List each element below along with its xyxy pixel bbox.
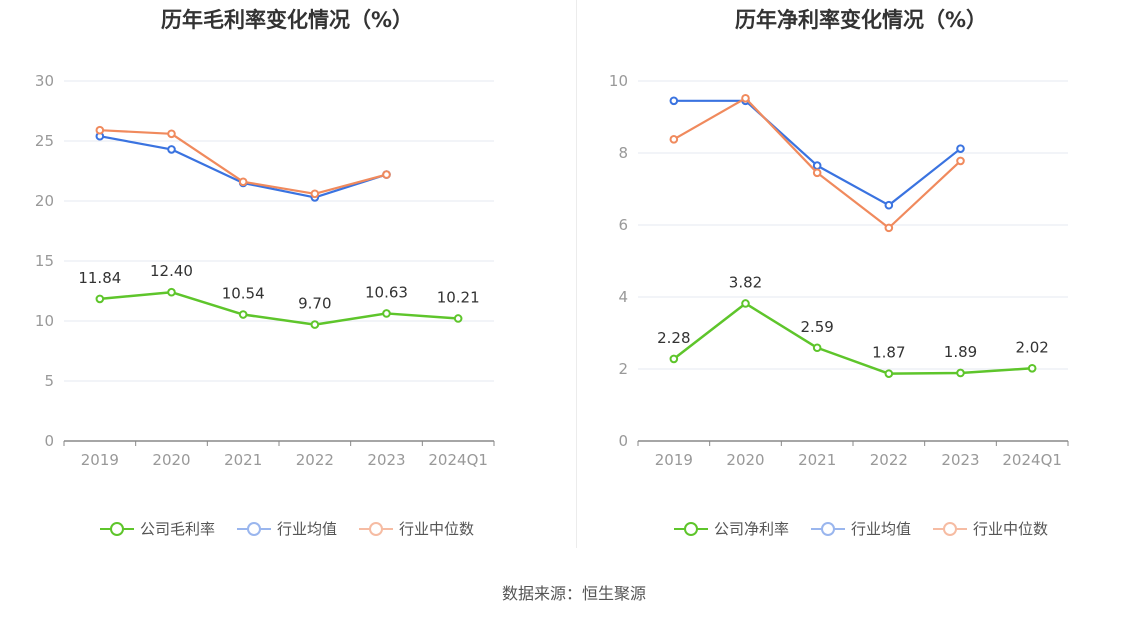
legend-item-industry-median[interactable]: 行业中位数 — [933, 518, 1048, 539]
data-point[interactable] — [956, 368, 965, 378]
y-tick-label: 0 — [44, 432, 54, 450]
y-tick-label: 2 — [618, 360, 628, 378]
data-point[interactable] — [382, 170, 391, 179]
data-label: 2.02 — [1015, 338, 1048, 356]
net-margin-chart-title: 历年净利率变化情况（%） — [734, 8, 988, 32]
data-point[interactable] — [95, 294, 105, 304]
x-tick-label: 2023 — [941, 451, 979, 469]
net-margin-legend: 公司净利率 行业均值 行业中位数 — [574, 518, 1148, 539]
legend-swatch-icon — [359, 521, 393, 537]
data-point[interactable] — [1027, 363, 1037, 373]
y-tick-label: 6 — [618, 216, 628, 234]
legend-swatch-icon — [236, 521, 271, 537]
data-point[interactable] — [741, 299, 750, 308]
x-tick-label: 2023 — [367, 451, 405, 469]
data-label: 10.54 — [222, 285, 265, 303]
legend-label: 行业中位数 — [973, 520, 1049, 538]
y-tick-label: 5 — [44, 372, 54, 390]
x-tick-label: 2021 — [224, 451, 262, 469]
data-point[interactable] — [167, 129, 176, 139]
y-tick-label: 0 — [618, 432, 628, 450]
data-label: 2.59 — [800, 318, 833, 336]
data-point[interactable] — [884, 223, 894, 233]
legend-swatch-icon — [933, 521, 967, 537]
gross-margin-chart-title: 历年毛利率变化情况（%） — [160, 8, 414, 32]
data-label: 12.40 — [150, 262, 193, 280]
data-label: 2.28 — [657, 329, 690, 347]
x-tick-label: 2024Q1 — [1002, 451, 1062, 469]
legend-swatch-icon — [673, 521, 708, 537]
legend-item-industry-average[interactable]: 行业均值 — [810, 518, 911, 539]
legend-label: 公司毛利率 — [139, 520, 215, 538]
data-point[interactable] — [812, 161, 822, 170]
data-point[interactable] — [382, 309, 391, 318]
data-point[interactable] — [95, 125, 105, 135]
net-margin-panel: 历年净利率变化情况（%） 0 2 4 6 8 10 2019 2020 2021 2022 2023… — [574, 0, 1148, 560]
legend-label: 行业均值 — [276, 520, 337, 538]
legend-item-company-net-margin[interactable]: 公司净利率 — [673, 518, 789, 539]
data-point[interactable] — [167, 145, 176, 154]
legend-item-industry-median[interactable]: 行业中位数 — [359, 518, 474, 539]
data-point[interactable] — [669, 96, 679, 106]
data-point[interactable] — [310, 189, 320, 199]
x-tick-label: 2020 — [726, 451, 764, 469]
data-point[interactable] — [669, 354, 679, 364]
data-label: 10.21 — [437, 288, 480, 306]
x-tick-label: 2022 — [296, 451, 334, 469]
y-tick-label: 15 — [35, 252, 54, 270]
series-line — [673, 302, 1033, 375]
gross-margin-legend: 公司毛利率 行业均值 行业中位数 — [0, 518, 574, 539]
panel-divider — [576, 0, 577, 548]
data-label: 10.63 — [365, 283, 408, 301]
legend-label: 公司净利率 — [713, 520, 789, 538]
y-tick-label: 8 — [618, 144, 628, 162]
legend-swatch-icon — [810, 521, 845, 537]
data-point[interactable] — [669, 135, 679, 144]
series-line — [99, 290, 459, 326]
gross-margin-panel: 历年毛利率变化情况（%） 0 5 10 15 20 25 30 2019 2020 2021 202… — [0, 0, 574, 560]
series-line — [99, 135, 387, 199]
x-tick-label: 2022 — [870, 451, 908, 469]
net-margin-chart: 0 2 4 6 8 10 2019 2020 2021 2022 2023 2024Q1 2.28 3.8… — [609, 72, 1069, 469]
legend-label: 行业均值 — [850, 520, 911, 538]
data-label: 1.87 — [872, 344, 905, 362]
data-point[interactable] — [167, 287, 176, 297]
data-point[interactable] — [812, 168, 822, 178]
x-tick-label: 2021 — [798, 451, 836, 469]
y-tick-label: 10 — [35, 312, 54, 330]
data-point[interactable] — [884, 200, 894, 210]
legend-swatch-icon — [99, 521, 134, 537]
data-point[interactable] — [884, 369, 894, 378]
data-point[interactable] — [310, 320, 320, 329]
x-tick-label: 2024Q1 — [428, 451, 488, 469]
data-point[interactable] — [238, 310, 248, 319]
legend-item-company-gross-margin[interactable]: 公司毛利率 — [99, 518, 215, 539]
y-tick-label: 30 — [35, 72, 54, 90]
gross-margin-chart: 0 5 10 15 20 25 30 2019 2020 2021 2022 2023 2024Q1 11… — [35, 72, 495, 469]
y-tick-label: 4 — [618, 288, 628, 306]
x-tick-label: 2019 — [81, 451, 119, 469]
y-tick-label: 25 — [35, 132, 54, 150]
data-point[interactable] — [956, 144, 965, 153]
data-point[interactable] — [238, 177, 248, 187]
data-label: 9.70 — [298, 295, 331, 313]
y-tick-label: 20 — [35, 192, 54, 210]
data-point[interactable] — [956, 156, 965, 166]
y-tick-label: 10 — [609, 72, 628, 90]
x-tick-label: 2020 — [152, 451, 190, 469]
data-label: 3.82 — [729, 273, 762, 291]
data-label: 1.89 — [944, 343, 977, 361]
data-point[interactable] — [453, 314, 463, 323]
data-point[interactable] — [741, 93, 750, 103]
legend-item-industry-average[interactable]: 行业均值 — [236, 518, 337, 539]
legend-label: 行业中位数 — [399, 520, 475, 538]
x-tick-label: 2019 — [655, 451, 693, 469]
data-label: 11.84 — [78, 269, 121, 287]
data-source-note: 数据来源：恒生聚源 — [501, 584, 646, 603]
data-point[interactable] — [812, 343, 822, 353]
